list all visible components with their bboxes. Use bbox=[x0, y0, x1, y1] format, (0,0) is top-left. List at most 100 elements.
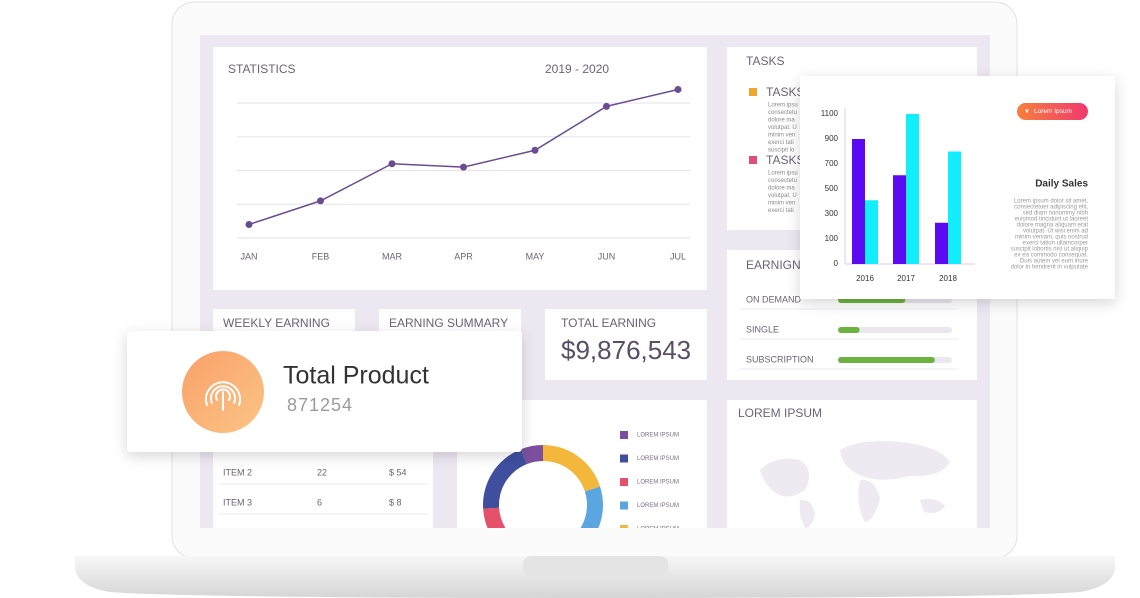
task-swatch bbox=[749, 156, 757, 164]
x-tick-label: JUL bbox=[670, 251, 686, 261]
overlay-cards: ▼ Lorem Ipsum Daily Sales Total Product … bbox=[127, 76, 1115, 452]
daily-sales-text: dolore magna aliquam erat bbox=[1017, 223, 1089, 229]
map-title: LOREM IPSUM bbox=[738, 406, 822, 420]
y-tick-label: 700 bbox=[825, 159, 839, 168]
task-text: Lorem ipsu bbox=[768, 171, 798, 177]
legend-swatch bbox=[620, 478, 628, 486]
daily-sales-text: minim veniam, quis nostrud bbox=[1015, 235, 1088, 241]
donut-segment bbox=[520, 445, 543, 465]
donut-segment bbox=[483, 507, 506, 528]
point bbox=[531, 146, 539, 154]
y-tick-label: 500 bbox=[825, 184, 839, 193]
table-cell: $ 8 bbox=[389, 497, 402, 507]
task-text: exerci tati bbox=[768, 140, 794, 146]
task-text: volutpat. U bbox=[768, 125, 797, 131]
daily-sales-text: euismod tincidunt ut laoreet bbox=[1015, 217, 1089, 223]
daily-sales-title: Daily Sales bbox=[1035, 179, 1088, 190]
task-text: consectetu bbox=[768, 178, 797, 184]
task-text: Lorem ipsu bbox=[768, 103, 798, 109]
task-text: exerci tati bbox=[768, 208, 794, 214]
table-cell: ITEM 3 bbox=[223, 497, 252, 507]
world-map bbox=[760, 441, 950, 528]
donut-segment bbox=[543, 445, 601, 492]
statistics-panel bbox=[213, 47, 707, 290]
legend-label: LOREM IPSUM bbox=[637, 433, 679, 439]
daily-sales-text: Duis autem vel eum iriure bbox=[1020, 259, 1089, 265]
bar bbox=[893, 175, 906, 264]
legend-label: LOREM IPSUM bbox=[637, 456, 679, 462]
table-cell: ITEM 2 bbox=[223, 467, 252, 477]
bar bbox=[906, 114, 919, 264]
x-tick-label: FEB bbox=[312, 251, 330, 261]
button-arrow: ▼ bbox=[1024, 109, 1030, 115]
statistics-period: 2019 - 2020 bbox=[545, 62, 609, 76]
earning-summary-title: EARNING SUMMARY bbox=[389, 316, 508, 330]
legend-swatch bbox=[620, 525, 628, 528]
point bbox=[388, 160, 396, 168]
button-label[interactable]: Lorem Ipsum bbox=[1034, 108, 1072, 115]
progress-track bbox=[838, 327, 952, 333]
progress-bar bbox=[838, 357, 935, 363]
daily-sales-text: suscipit lobortis nisl ut aliquip bbox=[1011, 247, 1089, 253]
daily-sales-text: exerci tation ullamcorper bbox=[1023, 241, 1088, 247]
laptop-base bbox=[75, 556, 1115, 598]
table-cell: 22 bbox=[317, 467, 327, 477]
point bbox=[317, 197, 324, 205]
legend-swatch bbox=[620, 431, 628, 439]
icon-arcs bbox=[205, 381, 241, 411]
row-label: SINGLE bbox=[746, 324, 779, 334]
y-tick-label: 1100 bbox=[821, 109, 839, 118]
task-text: consectetu bbox=[768, 110, 797, 116]
y-tick-label: 0 bbox=[834, 259, 839, 268]
point bbox=[603, 102, 610, 110]
point bbox=[460, 163, 467, 171]
task-label: TASKS bbox=[766, 153, 804, 167]
donut-segment bbox=[483, 449, 527, 509]
daily-sales-text: ex ea commodo consequat. bbox=[1014, 253, 1088, 259]
statistics-title: STATISTICS bbox=[228, 62, 296, 76]
x-tick-label: 2018 bbox=[939, 274, 957, 283]
bar bbox=[935, 222, 948, 264]
x-tick-label: JAN bbox=[240, 251, 257, 261]
legend-swatch bbox=[620, 454, 628, 463]
progress-bar bbox=[838, 327, 860, 333]
x-tick-label: MAY bbox=[526, 251, 545, 261]
total-earning-value: $9,876,543 bbox=[561, 335, 691, 365]
bar bbox=[865, 200, 878, 264]
total-earning-title: TOTAL EARNING bbox=[561, 316, 656, 330]
legend-label: LOREM IPSUM bbox=[637, 480, 679, 486]
daily-sales-text: consectetuer adipiscing elit, bbox=[1014, 205, 1088, 211]
table-cell: 6 bbox=[317, 497, 322, 507]
total-product-title: Total Product bbox=[283, 362, 429, 390]
earning-title: EARNIGN bbox=[746, 258, 801, 272]
donut-segment bbox=[580, 486, 603, 528]
tasks-title: TASKS bbox=[746, 54, 784, 68]
row-label: SUBSCRIPTION bbox=[746, 354, 814, 364]
y-tick-label: 900 bbox=[825, 134, 839, 143]
x-tick-label: 2016 bbox=[856, 274, 874, 283]
daily-sales-text: dolor in hendrerit in vulputate bbox=[1011, 265, 1089, 271]
task-text: suscipit lo bbox=[768, 148, 795, 154]
legend-swatch bbox=[620, 501, 628, 510]
task-text: minim ven bbox=[768, 201, 795, 207]
task-text: dolore ma bbox=[768, 186, 795, 192]
x-tick-label: MAR bbox=[382, 251, 403, 261]
legend-label: LOREM IPSUM bbox=[637, 527, 679, 533]
weekly-earning-title: WEEKLY EARNING bbox=[223, 316, 330, 330]
point bbox=[245, 221, 253, 228]
x-tick-label: 2017 bbox=[897, 274, 915, 283]
task-text: minim ven bbox=[768, 133, 795, 139]
daily-sales-text: Lorem ipsum dolor sit amet, bbox=[1014, 199, 1088, 205]
y-tick-label: 100 bbox=[825, 234, 839, 243]
lorem-button[interactable] bbox=[1017, 103, 1088, 120]
task-swatch bbox=[749, 88, 757, 96]
task-label: TASKS bbox=[766, 85, 804, 99]
bar bbox=[852, 139, 865, 264]
task-text: dolore ma bbox=[768, 118, 795, 124]
daily-sales-text: sed diam nonummy nibh bbox=[1023, 211, 1088, 217]
bar bbox=[948, 151, 961, 264]
x-tick-label: APR bbox=[454, 251, 473, 261]
table-cell: $ 54 bbox=[389, 467, 407, 477]
total-product-value: 871254 bbox=[287, 395, 353, 415]
